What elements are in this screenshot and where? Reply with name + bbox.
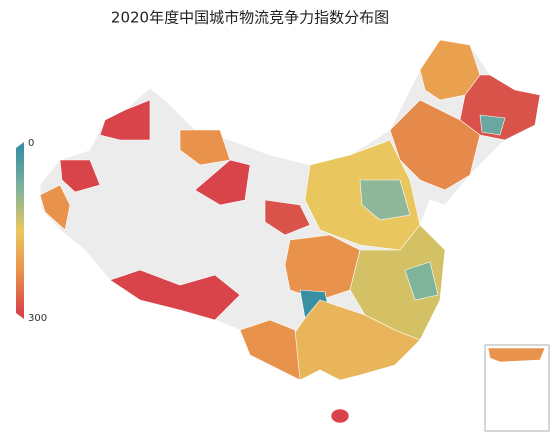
visual-map: 0 300 xyxy=(16,138,47,324)
region xyxy=(479,114,506,136)
inset-frame xyxy=(484,344,550,432)
handle-bottom xyxy=(16,313,24,319)
chart-title: 2020年度中国城市物流竞争力指数分布图 xyxy=(111,9,389,27)
gradient-bar xyxy=(16,148,24,313)
region xyxy=(179,129,231,166)
region xyxy=(487,347,546,363)
region xyxy=(99,99,151,141)
visual-map-max: 300 xyxy=(28,313,47,324)
island xyxy=(330,408,350,424)
region xyxy=(59,159,101,193)
region xyxy=(109,269,241,321)
region xyxy=(39,184,71,231)
visual-map-min: 0 xyxy=(28,138,34,149)
region xyxy=(404,261,439,301)
region xyxy=(284,234,361,301)
region xyxy=(349,224,446,341)
handle-top xyxy=(16,142,24,148)
region xyxy=(194,159,251,206)
map xyxy=(39,39,550,432)
region xyxy=(239,319,301,381)
region xyxy=(359,179,411,221)
region xyxy=(389,99,481,191)
region xyxy=(264,199,311,236)
